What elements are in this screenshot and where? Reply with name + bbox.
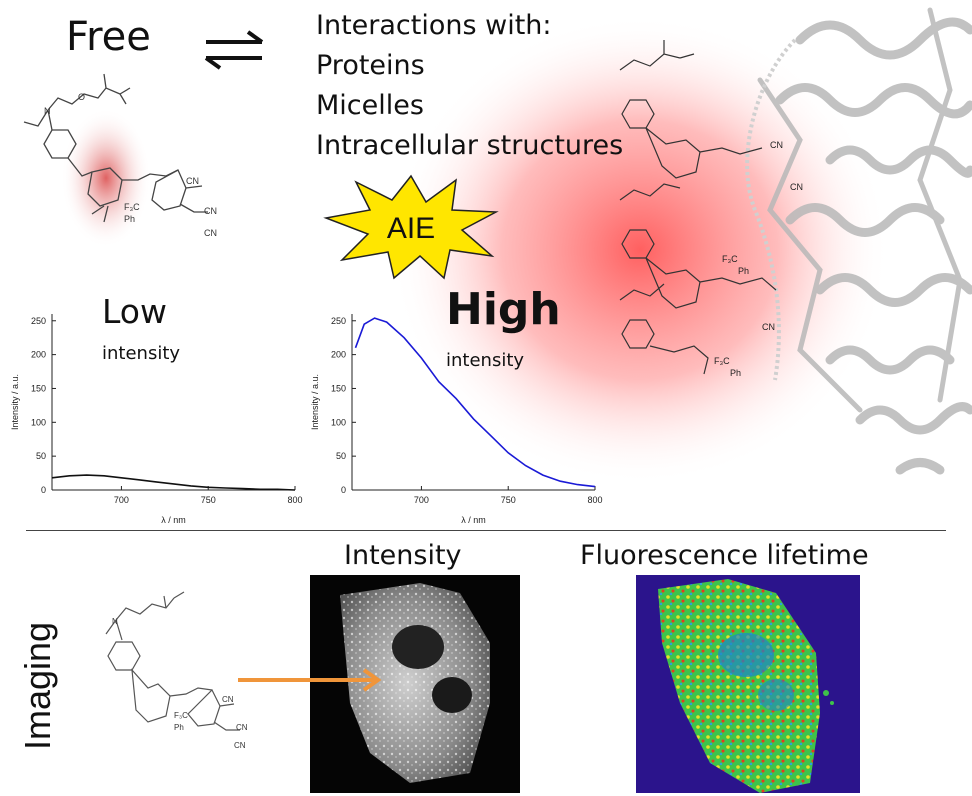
bound-f3c-1: F₃C bbox=[722, 254, 738, 264]
free-molecule: N O F₃C Ph CN CN CN bbox=[23, 73, 217, 238]
bound-cn-3: CN bbox=[762, 322, 775, 332]
imaging-label: Imaging bbox=[17, 622, 58, 750]
img-mol-n: N bbox=[112, 617, 118, 626]
high-intensity-label: intensity bbox=[446, 350, 525, 371]
low-label: Low bbox=[102, 292, 167, 331]
low-chart-y-tick-label: 250 bbox=[31, 316, 46, 326]
img-mol-cn-3: CN bbox=[234, 741, 246, 750]
nucleus-lifetime bbox=[718, 633, 774, 677]
high-chart-y-tick-label: 250 bbox=[331, 316, 346, 326]
mol-f3c-label: F₃C bbox=[124, 202, 140, 212]
low-chart-y-tick-label: 200 bbox=[31, 350, 46, 360]
protein-chain bbox=[745, 38, 797, 381]
high-spectrum-chart: 0 50 100 150 200 250 700 750 800 λ / nm Intensity … bbox=[310, 314, 603, 525]
low-chart-y-axis-label: Intensity / a.u. bbox=[10, 374, 20, 430]
interactions-heading: Interactions with: bbox=[316, 10, 552, 41]
mol-o-label: O bbox=[78, 92, 85, 102]
red-glow bbox=[390, 15, 890, 485]
lifetime-label: Fluorescence lifetime bbox=[580, 540, 869, 571]
interaction-micelles: Micelles bbox=[316, 90, 424, 121]
mol-ph-label: Ph bbox=[124, 214, 135, 224]
img-mol-f3c: F₃C bbox=[174, 711, 188, 720]
low-chart-y-tick-label: 0 bbox=[41, 485, 46, 495]
mol-cn-label-3: CN bbox=[204, 228, 217, 238]
interaction-intracellular: Intracellular structures bbox=[316, 130, 624, 161]
high-chart-y-axis-label: Intensity / a.u. bbox=[310, 374, 320, 430]
protein-structure bbox=[757, 7, 972, 475]
interaction-proteins: Proteins bbox=[316, 50, 425, 81]
high-chart-x-axis-label: λ / nm bbox=[461, 515, 486, 525]
low-chart-x-tick-label: 750 bbox=[201, 495, 216, 505]
bound-cn-1: CN bbox=[770, 140, 783, 150]
free-label: Free bbox=[66, 14, 151, 60]
high-chart-x-tick-label: 700 bbox=[414, 495, 429, 505]
high-label: High bbox=[446, 284, 561, 335]
imaging-molecule: N F₃C Ph CN CN CN bbox=[105, 591, 248, 750]
lifetime-image bbox=[636, 575, 860, 793]
img-mol-ph: Ph bbox=[174, 723, 184, 732]
intensity-image bbox=[310, 575, 520, 793]
low-chart-x-axis-label: λ / nm bbox=[161, 515, 186, 525]
low-chart-y-tick-label: 100 bbox=[31, 417, 46, 427]
imaging-label-box: Imaging bbox=[17, 622, 58, 750]
low-chart-x-tick-label: 800 bbox=[287, 495, 302, 505]
section-divider bbox=[26, 530, 946, 531]
equilibrium-arrows-icon bbox=[204, 30, 264, 70]
high-chart-y-tick-label: 200 bbox=[331, 350, 346, 360]
interactions-list: Interactions with: Proteins Micelles Int… bbox=[316, 6, 623, 166]
low-chart-x-tick-label: 700 bbox=[114, 495, 129, 505]
low-chart-y-tick-label: 150 bbox=[31, 383, 46, 393]
high-chart-series-line bbox=[354, 317, 596, 488]
mol-cn-label-1: CN bbox=[186, 176, 199, 186]
bound-cn-2: CN bbox=[790, 182, 803, 192]
bound-molecules: CN CN F₃C Ph CN F₃C Ph bbox=[619, 40, 803, 378]
high-chart-y-tick-label: 0 bbox=[341, 485, 346, 495]
aie-star-shape bbox=[323, 174, 499, 280]
low-chart-series-line bbox=[51, 474, 296, 491]
aie-label: AIE bbox=[387, 212, 435, 245]
bound-ph-2: Ph bbox=[730, 368, 741, 378]
low-chart-y-tick-label: 50 bbox=[36, 451, 46, 461]
low-spectrum-chart: 0 50 100 150 200 250 700 750 800 λ / nm Intensity … bbox=[10, 314, 303, 525]
vacuole-dark bbox=[432, 677, 472, 713]
vacuole-lifetime bbox=[758, 679, 794, 711]
nucleus-dark bbox=[392, 625, 444, 669]
orange-arrow-icon bbox=[238, 668, 382, 692]
high-chart-y-tick-label: 150 bbox=[331, 383, 346, 393]
bound-ph-1: Ph bbox=[738, 266, 749, 276]
high-chart-y-tick-label: 50 bbox=[336, 451, 346, 461]
low-intensity-label: intensity bbox=[102, 343, 181, 364]
high-chart-y-tick-label: 100 bbox=[331, 417, 346, 427]
img-mol-cn-1: CN bbox=[222, 695, 234, 704]
mol-n-label: N bbox=[44, 106, 51, 116]
high-chart-x-tick-label: 750 bbox=[501, 495, 516, 505]
cell-body-lifetime bbox=[658, 579, 820, 793]
bound-f3c-2: F₃C bbox=[714, 356, 730, 366]
img-mol-cn-2: CN bbox=[236, 723, 248, 732]
high-chart-x-tick-label: 800 bbox=[587, 495, 602, 505]
intensity-label: Intensity bbox=[344, 540, 462, 571]
aie-starburst: AIE bbox=[323, 174, 499, 280]
mol-cn-label-2: CN bbox=[204, 206, 217, 216]
red-glow-small bbox=[61, 108, 151, 248]
